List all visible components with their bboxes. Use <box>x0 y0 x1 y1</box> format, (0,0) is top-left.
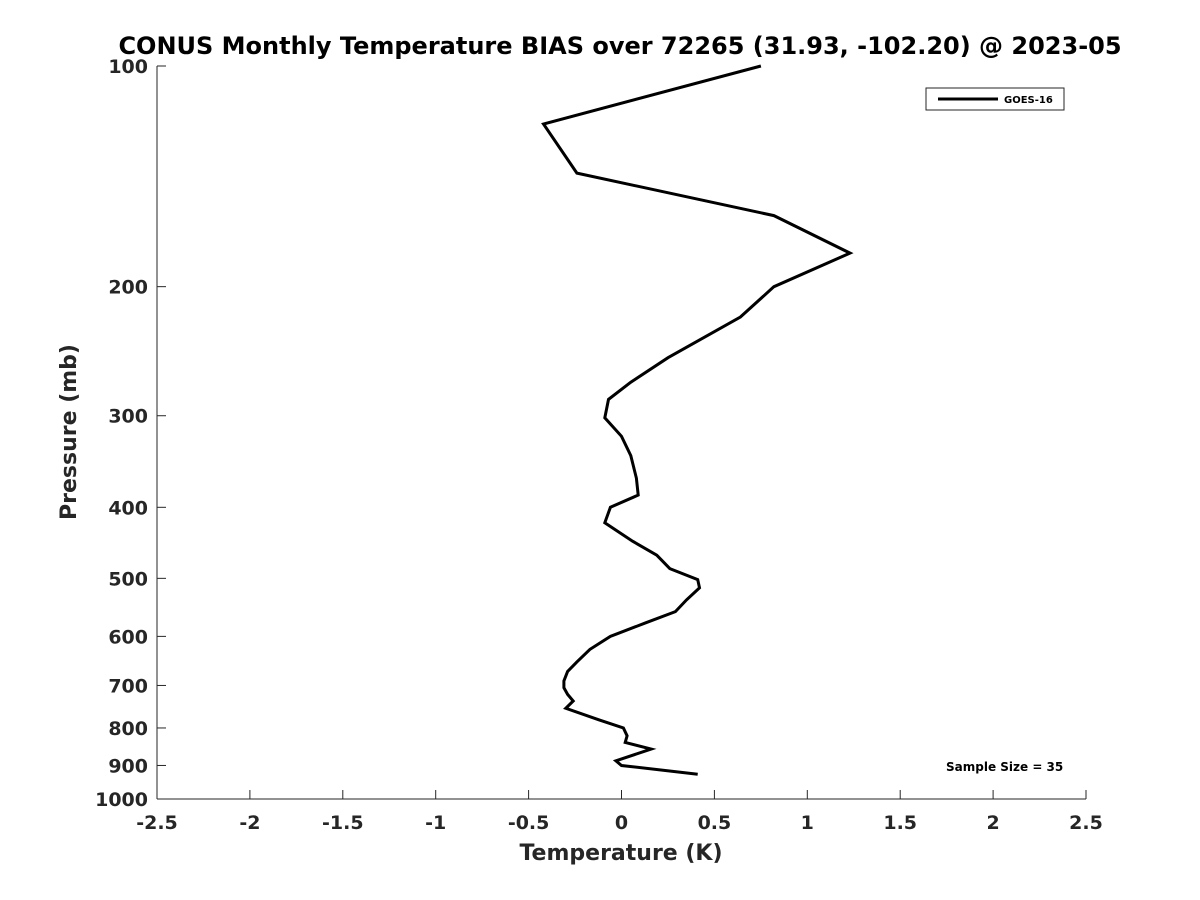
y-tick-label: 200 <box>108 277 148 299</box>
y-tick-label: 1000 <box>95 789 148 811</box>
x-tick-label: 1 <box>801 812 814 834</box>
y-tick-label: 300 <box>108 406 148 428</box>
y-axis: 100 200 300 400 500 600 700 800 900 1000 Pressure… <box>57 56 166 811</box>
series-line-goes-16 <box>541 64 854 776</box>
x-ticks: -2.5 -2 -1.5 -1 -0.5 0 0.5 1 1.5 2 2.5 <box>136 790 1103 834</box>
x-tick-label: 0.5 <box>698 812 732 834</box>
y-tick-label: 100 <box>108 56 148 78</box>
y-axis-label: Pressure (mb) <box>57 344 82 520</box>
legend-label-goes-16: GOES-16 <box>1004 95 1053 106</box>
x-tick-label: 2 <box>986 812 999 834</box>
y-tick-label: 800 <box>108 718 148 740</box>
y-tick-label: 400 <box>108 497 148 519</box>
legend: GOES-16 <box>925 87 1065 111</box>
x-tick-label: 1.5 <box>883 812 917 834</box>
x-tick-label: -2 <box>239 812 260 834</box>
y-ticks: 100 200 300 400 500 600 700 800 900 1000 <box>95 56 166 811</box>
y-tick-label: 600 <box>108 626 148 648</box>
x-tick-label: -2.5 <box>136 812 178 834</box>
x-tick-label: -1 <box>425 812 446 834</box>
sample-size-annotation: Sample Size = 35 <box>946 760 1063 774</box>
y-tick-label: 500 <box>108 568 148 590</box>
y-tick-label: 700 <box>108 675 148 697</box>
x-tick-label: -1.5 <box>322 812 364 834</box>
x-axis: -2.5 -2 -1.5 -1 -0.5 0 0.5 1 1.5 2 2.5 Temperature… <box>136 790 1103 866</box>
x-tick-label: 0 <box>615 812 628 834</box>
x-tick-label: 2.5 <box>1069 812 1103 834</box>
x-axis-label: Temperature (K) <box>519 841 722 866</box>
chart-title: CONUS Monthly Temperature BIAS over 7226… <box>118 32 1121 60</box>
y-tick-label: 900 <box>108 755 148 777</box>
x-tick-label: -0.5 <box>508 812 550 834</box>
plot-series <box>541 64 854 776</box>
